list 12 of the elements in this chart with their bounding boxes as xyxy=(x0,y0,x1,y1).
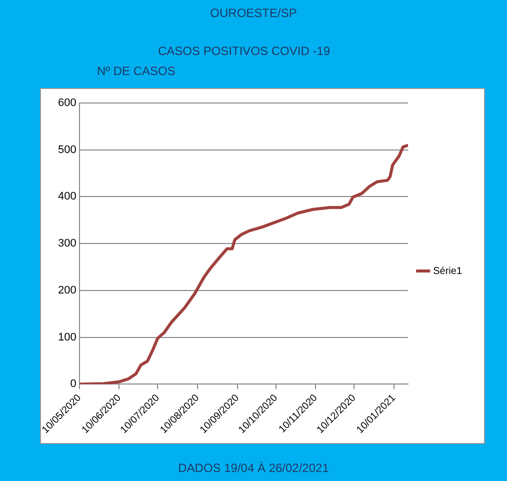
y-tick-label: 200 xyxy=(58,284,76,296)
legend-label: Série1 xyxy=(433,266,462,277)
y-tick-label: 0 xyxy=(70,378,76,390)
y-tick-label: 500 xyxy=(58,144,76,156)
chart-title: OUROESTE/SP xyxy=(209,6,298,20)
y-tick-label: 100 xyxy=(58,331,76,344)
chart-subtitle: CASOS POSITIVOS COVID -19 xyxy=(158,44,330,58)
text: DADOS 19/04 À 26/02/2021 xyxy=(177,461,330,475)
y-tick-label: 300 xyxy=(58,238,76,250)
y-axis-title: Nº DE CASOS xyxy=(97,64,176,78)
y-tick-label: 400 xyxy=(58,190,76,203)
y-tick-label: 600 xyxy=(58,97,76,110)
